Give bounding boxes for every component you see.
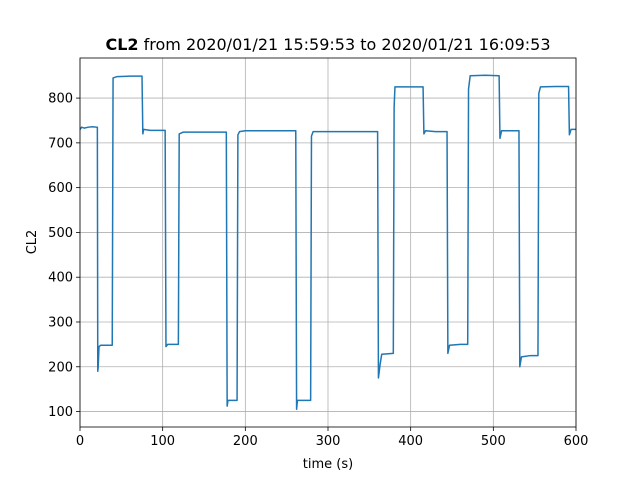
x-axis-label: time (s)	[303, 457, 353, 472]
x-tick-label: 200	[233, 434, 258, 449]
ticks: 0 100 200 300 400 500 600100200300400500600700…	[48, 92, 588, 449]
x-tick-label: 600	[564, 434, 589, 449]
y-tick-label: 600	[48, 181, 73, 196]
x-tick-label: 500	[481, 434, 506, 449]
plot	[79, 74, 576, 411]
data-line	[79, 74, 576, 411]
x-tick-label: 0	[76, 434, 84, 449]
y-tick-label: 700	[48, 136, 73, 151]
title-bold: CL2	[105, 35, 138, 54]
x-tick-label: 100	[150, 434, 175, 449]
grid	[79, 58, 577, 427]
y-tick-label: 400	[48, 271, 73, 286]
x-tick-label: 400	[398, 434, 423, 449]
title-rest: from 2020/01/21 15:59:53 to 2020/01/21 1…	[144, 35, 551, 54]
y-tick-label: 200	[48, 360, 73, 375]
x-tick-label: 300	[316, 434, 341, 449]
chart-title: CL2 from 2020/01/21 15:59:53 to 2020/01/…	[105, 35, 550, 54]
y-tick-label: 800	[48, 92, 73, 107]
y-tick-label: 300	[48, 315, 73, 330]
y-axis-label: CL2	[25, 230, 40, 255]
y-tick-label: 100	[48, 405, 73, 420]
y-tick-label: 500	[48, 226, 73, 241]
